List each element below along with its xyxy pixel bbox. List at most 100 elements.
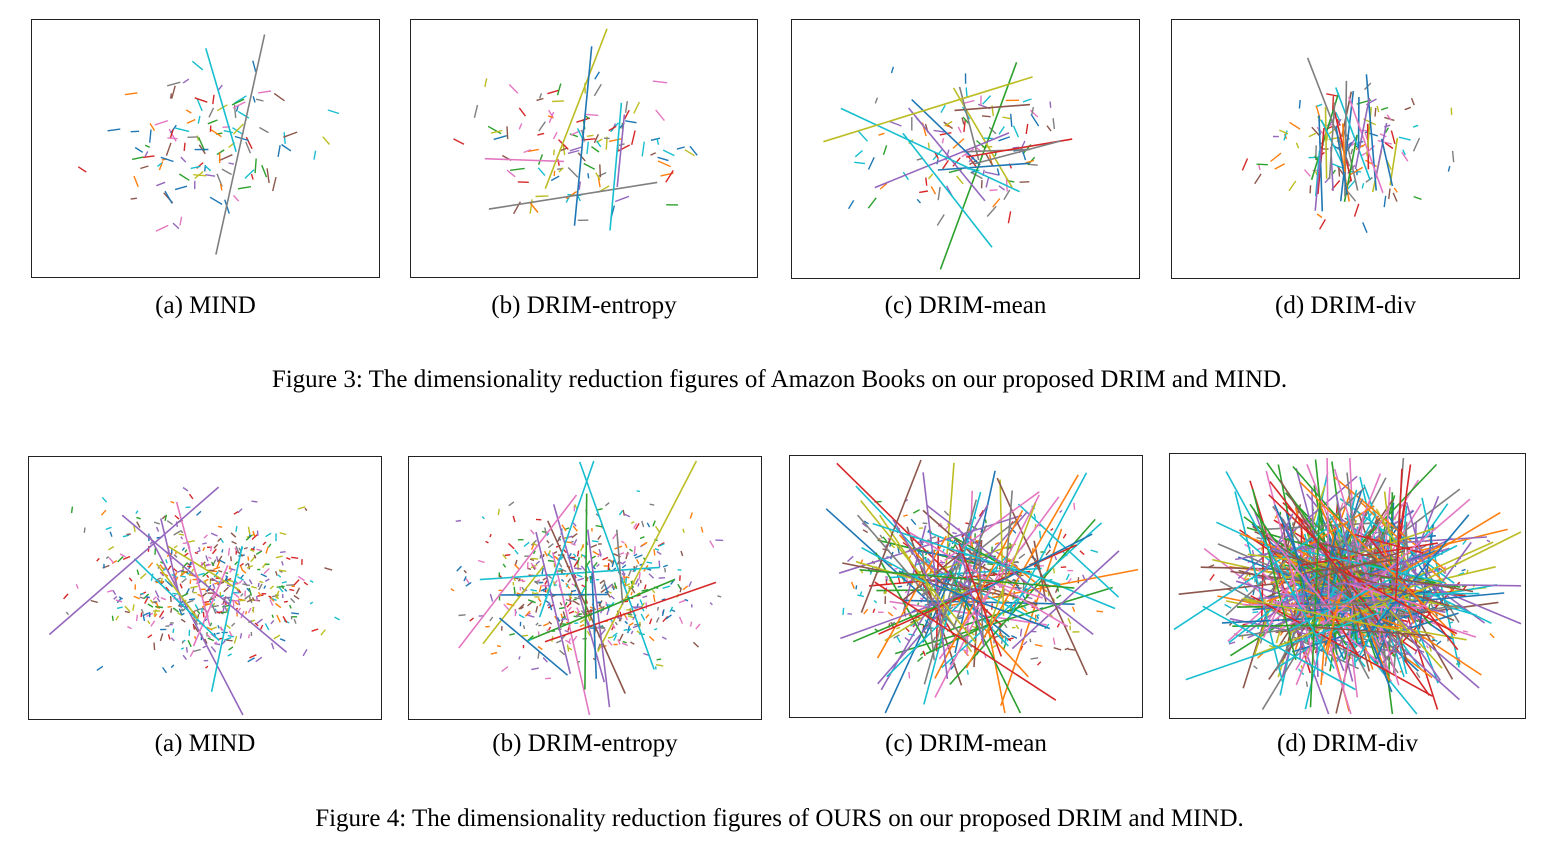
embedding-tick: [160, 156, 174, 163]
embedding-tick: [194, 604, 199, 610]
embedding-tick: [1012, 125, 1020, 138]
embedding-tick: [1386, 114, 1392, 121]
embedding-tick: [592, 561, 598, 568]
embedding-tick: [502, 553, 507, 560]
embedding-tick: [504, 554, 511, 557]
embedding-tick: [537, 645, 543, 651]
embedding-tick: [150, 620, 156, 627]
embedding-tick: [324, 567, 333, 571]
embedding-tick: [1026, 596, 1033, 600]
embedding-tick: [118, 596, 123, 600]
embedding-tick: [234, 547, 239, 554]
embedding-tick: [546, 588, 550, 594]
embedding-tick: [586, 134, 594, 137]
embedding-tick: [1252, 611, 1259, 614]
embedding-tick: [135, 510, 139, 514]
embedding-tick: [678, 599, 686, 604]
embedding-tick: [237, 186, 252, 190]
embedding-tick: [260, 573, 267, 578]
embedding-tick: [1054, 555, 1058, 561]
embedding-tick: [580, 610, 585, 614]
embedding-tick: [1003, 189, 1011, 201]
embedding-tick: [223, 604, 228, 612]
embedding-tick: [209, 579, 215, 581]
embedding-tick: [188, 493, 194, 500]
embedding-tick: [90, 599, 98, 604]
embedding-tick: [279, 638, 286, 642]
embedding-tick: [998, 632, 1004, 639]
embedding-tick: [230, 556, 232, 562]
embedding-tick: [197, 115, 201, 124]
embedding-tick: [700, 526, 704, 533]
embedding-tick: [213, 641, 218, 645]
embedding-tick: [1346, 190, 1357, 202]
embedding-tick: [518, 614, 525, 619]
embedding-tick: [537, 167, 546, 177]
embedding-tick: [633, 101, 641, 114]
embedding-tick: [181, 640, 185, 644]
embedding-tick: [552, 131, 558, 140]
embedding-tick: [223, 130, 234, 134]
embedding-tick: [1036, 661, 1042, 666]
embedding-tick: [547, 543, 554, 549]
embedding-tick: [271, 614, 274, 618]
embedding-stroke: [960, 551, 986, 647]
embedding-tick: [657, 541, 665, 547]
embedding-tick: [266, 168, 270, 184]
embedding-tick: [576, 574, 583, 578]
embedding-tick: [223, 636, 232, 641]
embedding-tick: [70, 506, 74, 514]
embedding-tick: [179, 529, 184, 534]
embedding-tick: [205, 665, 209, 669]
embedding-tick: [172, 592, 179, 595]
embedding-tick: [1241, 158, 1249, 171]
embedding-tick: [105, 556, 110, 559]
embedding-tick: [602, 556, 609, 561]
embedding-tick: [187, 540, 196, 543]
embedding-stroke: [1357, 498, 1454, 592]
embedding-tick: [202, 547, 206, 552]
embedding-tick: [658, 560, 661, 568]
embedding-tick: [970, 171, 983, 180]
embedding-tick: [265, 532, 272, 538]
embedding-tick: [661, 598, 666, 601]
embedding-tick: [1374, 107, 1377, 117]
embedding-tick: [998, 185, 1006, 191]
embedding-tick: [678, 616, 684, 624]
embedding-tick: [613, 582, 618, 590]
embedding-tick: [509, 633, 515, 636]
embedding-tick: [180, 536, 184, 540]
embedding-tick: [680, 550, 684, 557]
embedding-tick: [313, 150, 317, 160]
embedding-tick: [600, 628, 607, 636]
embedding-stroke: [215, 34, 266, 255]
embedding-tick: [1036, 614, 1040, 617]
embedding-tick: [967, 156, 977, 167]
embedding-tick: [1338, 168, 1341, 177]
embedding-stroke: [1335, 566, 1458, 635]
embedding-stroke: [876, 535, 947, 659]
embedding-tick: [610, 595, 615, 600]
embedding-tick: [210, 592, 216, 599]
embedding-stroke: [908, 531, 1069, 628]
embedding-stroke: [1314, 148, 1322, 211]
embedding-tick: [517, 577, 521, 582]
embedding-tick: [167, 605, 172, 608]
embedding-tick: [890, 621, 896, 625]
embedding-stroke: [954, 470, 996, 654]
embedding-tick: [950, 546, 955, 549]
embedding-tick: [631, 587, 636, 594]
embedding-tick: [521, 634, 529, 637]
embedding-stroke: [872, 522, 1061, 585]
embedding-tick: [930, 186, 937, 195]
embedding-tick: [183, 142, 186, 151]
embedding-stroke: [1309, 499, 1321, 708]
embedding-tick: [170, 93, 172, 99]
embedding-tick: [247, 526, 251, 535]
embedding-tick: [1096, 610, 1104, 613]
embedding-tick: [534, 580, 539, 585]
embedding-tick: [227, 579, 234, 583]
embedding-tick: [96, 665, 104, 671]
embedding-tick: [607, 636, 614, 639]
embedding-tick: [1006, 637, 1009, 642]
